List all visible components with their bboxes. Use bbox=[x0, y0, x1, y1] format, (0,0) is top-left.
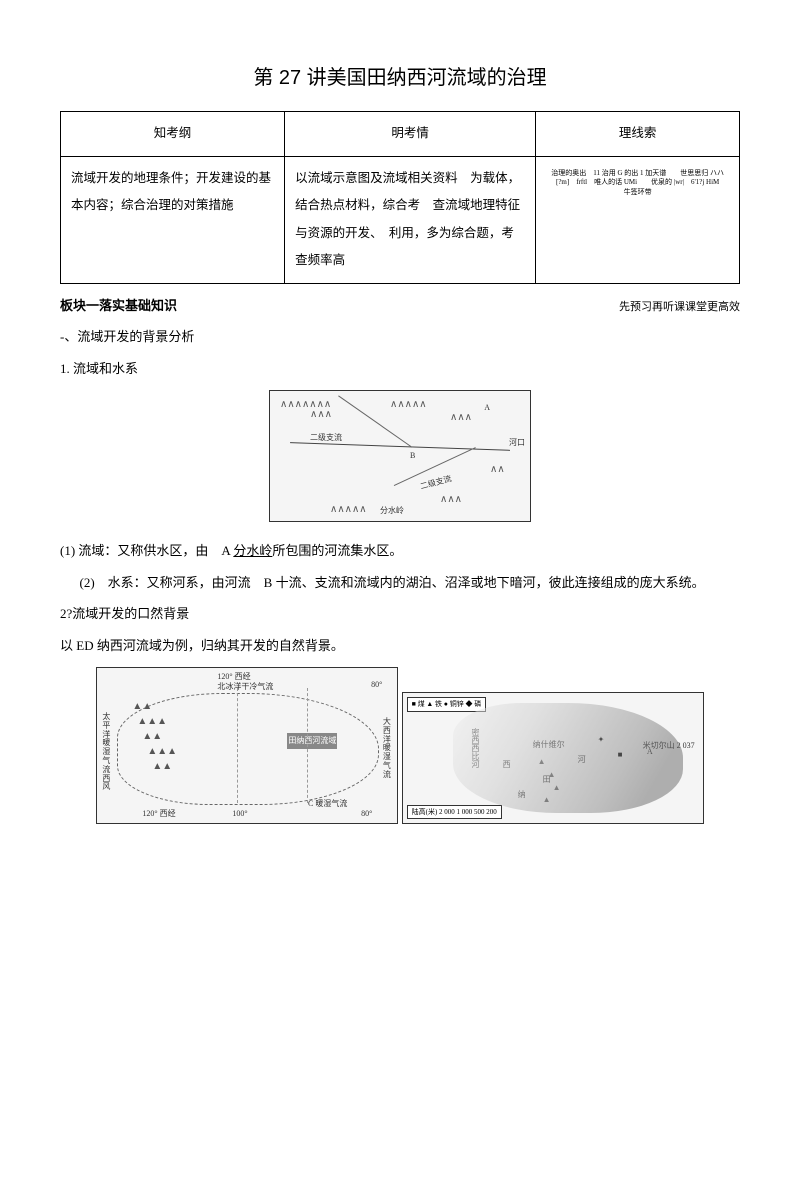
td-exam: 以流域示意图及流域相关资料 为载体，结合热点材料，综合考 查流域地理特征与资源的… bbox=[285, 156, 536, 283]
heading-basin: 1. 流域和水系 bbox=[60, 357, 740, 380]
label-mouth: 河口 bbox=[509, 436, 525, 450]
us-lon3: 120° 西经 bbox=[142, 807, 175, 821]
label-watershed: 分水岭 bbox=[380, 504, 404, 518]
td-thread: 治理的奥出 11 治用 G 的出 1 加天谱 世思思归 ハハ [?m] frft… bbox=[536, 156, 740, 283]
def-basin-underline: 分水岭 bbox=[233, 543, 272, 558]
def-basin-pre: (1) 流域：又称供水区，由 A bbox=[60, 543, 233, 558]
legend-altitude: 陆高(米) 2 000 1 000 500 200 bbox=[407, 805, 502, 819]
legend-minerals: ■ 煤 ▲ 铁 ● 铜锌 ◆ 磷 bbox=[407, 697, 487, 712]
td-outline: 流域开发的地理条件；开发建设的基本内容；综合治理的对策措施 bbox=[61, 156, 285, 283]
section-note: 先预习再听课课堂更高效 bbox=[619, 298, 740, 318]
exam-table: 知考纲 明考情 理线索 流域开发的地理条件；开发建设的基本内容；综合治理的对策措… bbox=[60, 111, 740, 284]
label-b: B bbox=[410, 449, 415, 463]
th-exam: 明考情 bbox=[285, 112, 536, 157]
def-river-system: (2) 水系：又称河系，由河流 B 十流、支流和流域内的湖泊、沼泽或地下暗河，彼… bbox=[60, 571, 740, 594]
text-tennessee: 以 ED 纳西河流域为例，归纳其开发的自然背景。 bbox=[60, 634, 740, 657]
section-label: 板块一落实基础知识 bbox=[60, 294, 177, 317]
th-thread: 理线索 bbox=[536, 112, 740, 157]
def-basin-post: 所包围的河流集水区。 bbox=[272, 543, 402, 558]
thread-content: 治理的奥出 11 治用 G 的出 1 加天谱 世思思归 ハハ [?m] frft… bbox=[546, 165, 729, 202]
us-pacific: 太平洋暖湿气流西风 bbox=[100, 713, 112, 792]
figure-us-map: 120° 西经 北冰洋干冷气流 80° 太平洋暖湿气流西风 田纳西河流域 大西洋… bbox=[60, 667, 740, 831]
label-a: A bbox=[484, 401, 490, 415]
us-atlantic: 大西洋暖湿气流 bbox=[379, 718, 394, 780]
heading-natural-bg: 2?流域开发的口然背景 bbox=[60, 602, 740, 625]
figure-river-system: ∧∧∧∧∧∧∧ ∧∧∧∧∧ ∧∧∧ ∧∧∧ ∧∧ ∧∧∧ ∧∧∧∧∧ A B 二… bbox=[60, 390, 740, 529]
section-header: 板块一落实基础知识 先预习再听课课堂更高效 bbox=[60, 294, 740, 318]
heading-background: -、流域开发的背景分析 bbox=[60, 325, 740, 348]
us-lon2: 80° bbox=[371, 678, 382, 692]
page-title: 第 27 讲美国田纳西河流域的治理 bbox=[60, 60, 740, 96]
us-lon4: 100° bbox=[232, 807, 247, 821]
th-outline: 知考纲 bbox=[61, 112, 285, 157]
def-basin: (1) 流域：又称供水区，由 A 分水岭所包围的河流集水区。 bbox=[60, 539, 740, 562]
us-lon5: 80° bbox=[361, 807, 372, 821]
